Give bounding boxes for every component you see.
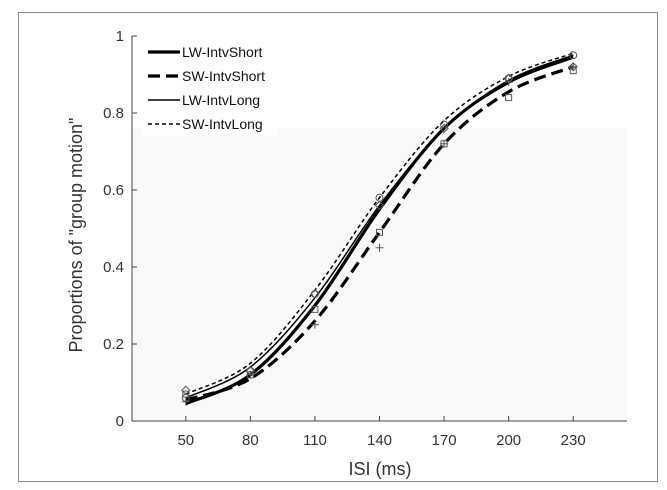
legend-label: LW-IntvLong [182,92,260,108]
x-tick-label: 230 [561,432,586,449]
x-tick-label: 110 [303,432,327,449]
x-tick-label: 80 [242,432,259,449]
data-point [375,243,384,252]
x-tick-label: 170 [432,432,457,449]
legend-label: SW-IntvLong [182,116,263,132]
series-markers [181,51,578,406]
series-line [185,52,574,395]
y-axis-label: Proportions of "group motion" [66,118,86,353]
series-line [185,65,574,402]
x-tick-label: 140 [367,432,392,449]
y-tick-label: 0 [116,413,124,430]
data-point [182,390,190,398]
data-point [439,123,449,134]
data-point [245,366,256,376]
data-point [311,305,319,313]
data-point [376,228,383,236]
axes [131,35,627,422]
data-point [503,73,514,84]
data-point [569,62,578,71]
data-point [310,289,320,299]
x-axis-label: ISI (ms) [349,459,412,479]
data-point [374,200,385,211]
data-point [440,139,449,148]
legend-box [143,40,278,136]
data-point [569,51,578,60]
legend-label: SW-IntvShort [182,68,265,84]
y-tick-label: 1 [116,28,124,45]
legend: LW-IntvShort SW-IntvShort LW-IntvLong SW-In… [143,40,278,136]
tick-labels: 50 80 110 140 170 200 230 0 0.2 0.4 0.6 0.8 1 [103,28,586,449]
y-tick-label: 0.8 [103,105,124,122]
legend-label: LW-IntvShort [182,44,263,60]
y-tick-label: 0.4 [103,259,124,276]
y-tick-label: 0.2 [103,336,124,353]
plot-background [132,128,627,420]
data-point [181,397,190,406]
x-tick-label: 200 [496,432,521,449]
data-point [310,320,319,329]
data-point [505,94,513,102]
data-point [181,385,191,395]
x-tick-label: 50 [177,432,194,449]
data-point [568,62,578,72]
data-point [440,120,449,129]
y-tick-label: 0.6 [103,182,124,199]
